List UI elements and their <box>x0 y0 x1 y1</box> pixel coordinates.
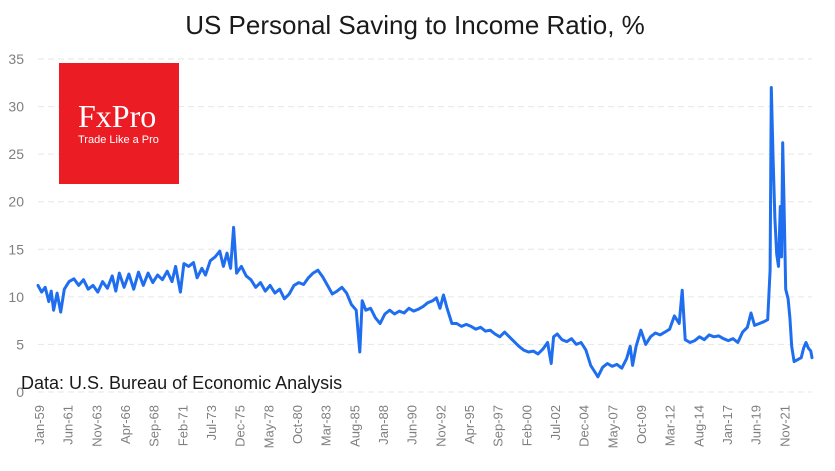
x-tick-label: Dec-04 <box>577 405 592 447</box>
y-tick-label: 15 <box>8 241 24 257</box>
y-tick-label: 5 <box>16 336 24 352</box>
y-tick-label: 30 <box>8 99 24 115</box>
x-tick-label: Aug-85 <box>347 405 362 447</box>
x-tick-label: Jun-90 <box>405 405 420 445</box>
y-tick-label: 0 <box>16 384 24 400</box>
x-tick-label: Jan-59 <box>32 405 47 445</box>
x-tick-label: Jun-19 <box>749 405 764 445</box>
x-tick-label: Nov-92 <box>433 405 448 447</box>
series-line <box>36 86 814 379</box>
x-tick-label: May-78 <box>261 405 276 448</box>
x-tick-label: Apr-66 <box>118 405 133 444</box>
logo-name: FxPro <box>78 98 156 134</box>
x-tick-label: Feb-71 <box>175 405 190 446</box>
x-tick-label: Sep-68 <box>147 405 162 447</box>
x-tick-label: Mar-12 <box>663 405 678 446</box>
chart-title: US Personal Saving to Income Ratio, % <box>185 10 645 40</box>
fxpro-logo: FxPro Trade Like a Pro <box>59 63 179 184</box>
logo-background <box>59 63 179 184</box>
source-note: Data: U.S. Bureau of Economic Analysis <box>21 373 342 393</box>
x-tick-label: Jan-88 <box>376 405 391 445</box>
y-tick-label: 25 <box>8 146 24 162</box>
x-tick-label: Aug-14 <box>691 405 706 447</box>
y-tick-label: 10 <box>8 289 24 305</box>
x-tick-label: Jan-17 <box>720 405 735 445</box>
y-tick-label: 35 <box>8 51 24 67</box>
y-tick-label: 20 <box>8 194 24 210</box>
x-tick-label: Feb-00 <box>519 405 534 446</box>
x-tick-label: Jul-73 <box>204 405 219 440</box>
x-tick-label: Oct-09 <box>634 405 649 444</box>
x-tick-label: Nov-63 <box>89 405 104 447</box>
x-tick-label: Nov-21 <box>777 405 792 447</box>
x-tick-label: Jun-61 <box>61 405 76 445</box>
x-tick-label: Jul-02 <box>548 405 563 440</box>
x-axis-ticks: Jan-59 Jun-61 Nov-63 Apr-66 Sep-68 Feb-71 Jul-… <box>32 405 792 448</box>
x-tick-label: Sep-97 <box>491 405 506 447</box>
x-tick-label: Mar-83 <box>319 405 334 446</box>
y-axis-ticks: 0 5 10 15 20 25 30 35 <box>8 51 24 400</box>
x-tick-label: Oct-80 <box>290 405 305 444</box>
logo-tagline: Trade Like a Pro <box>78 134 159 146</box>
x-tick-label: Apr-95 <box>462 405 477 444</box>
x-tick-label: May-07 <box>605 405 620 448</box>
x-tick-label: Dec-75 <box>233 405 248 447</box>
